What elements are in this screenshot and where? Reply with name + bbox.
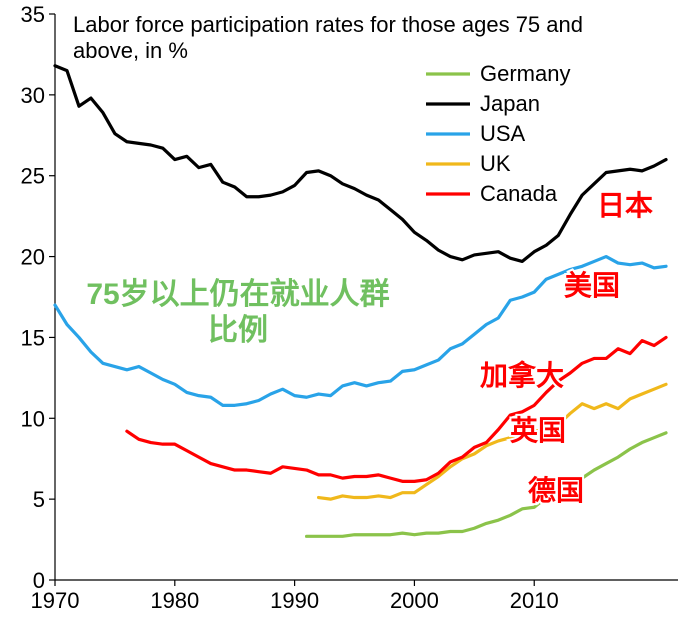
chinese-overlays: 75岁以上仍在就业人群比例 日本美国加拿大英国德国 bbox=[86, 190, 653, 506]
chart-title-line1: Labor force participation rates for thos… bbox=[73, 12, 583, 37]
x-tick-label: 1990 bbox=[270, 588, 319, 613]
x-tick-label: 2010 bbox=[510, 588, 559, 613]
overlay-germany-cn: 德国 bbox=[528, 475, 584, 506]
legend-label: USA bbox=[480, 121, 526, 146]
legend-label: Canada bbox=[480, 181, 558, 206]
series-canada bbox=[127, 337, 666, 481]
line-chart: 0510152025303519701980199020002010 Labor… bbox=[0, 0, 688, 630]
chart-title-line2: above, in % bbox=[73, 38, 188, 63]
chart-container: { "chart": { "type": "line", "width": 68… bbox=[0, 0, 688, 630]
y-tick-label: 25 bbox=[21, 164, 45, 189]
y-tick-label: 10 bbox=[21, 406, 45, 431]
legend-label: Germany bbox=[480, 61, 570, 86]
series-japan bbox=[55, 66, 666, 262]
y-tick-label: 30 bbox=[21, 83, 45, 108]
legend-label: UK bbox=[480, 151, 511, 176]
overlay-title-cn-1: 75岁以上仍在就业人群 bbox=[86, 278, 389, 311]
x-tick-label: 1970 bbox=[31, 588, 80, 613]
chart-title: Labor force participation rates for thos… bbox=[73, 12, 583, 63]
legend: Germany Japan USA UK Canada bbox=[426, 61, 570, 206]
overlay-uk-cn: 英国 bbox=[510, 415, 566, 446]
y-tick-label: 15 bbox=[21, 325, 45, 350]
series-germany bbox=[307, 433, 666, 536]
y-tick-label: 5 bbox=[33, 487, 45, 512]
overlay-japan-cn: 日本 bbox=[597, 190, 653, 221]
series-uk bbox=[319, 384, 666, 499]
x-tick-label: 1980 bbox=[150, 588, 199, 613]
legend-label: Japan bbox=[480, 91, 540, 116]
y-tick-label: 35 bbox=[21, 2, 45, 27]
overlay-title-cn-2: 比例 bbox=[208, 314, 268, 347]
y-tick-label: 20 bbox=[21, 245, 45, 270]
overlay-canada-cn: 加拿大 bbox=[480, 359, 564, 391]
overlay-usa-cn: 美国 bbox=[564, 270, 620, 301]
x-tick-label: 2000 bbox=[390, 588, 439, 613]
